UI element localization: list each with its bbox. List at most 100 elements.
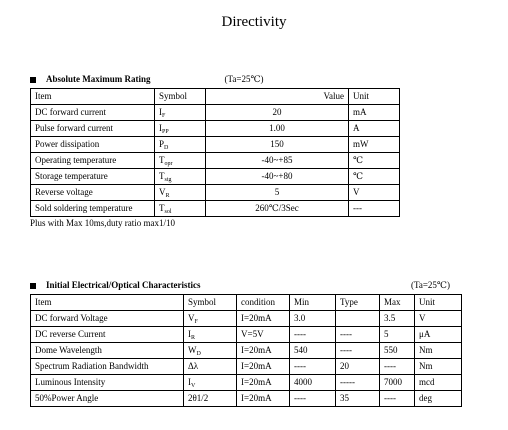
item-cell: Power dissipation (30, 136, 155, 153)
abs-heading-text: Absolute Maximum Rating (46, 74, 151, 84)
bullet-icon (30, 282, 36, 289)
condition-cell: I=20mA (236, 374, 290, 391)
footnote: Plus with Max 10ms,duty ratio max1/10 (30, 218, 175, 228)
table-row: Luminous Intensity IV I=20mA 4000 ----- 7000 m… (30, 374, 462, 391)
unit-cell: μA (414, 326, 462, 343)
table-row: Pulse forward current IPP 1.00 A (30, 120, 400, 137)
header-type: Type (335, 294, 380, 311)
symbol-cell: Tsol (154, 200, 206, 217)
symbol-subscript: F (194, 319, 198, 325)
symbol-text: I (159, 107, 162, 117)
symbol-text: W (188, 345, 197, 355)
value-cell: 5 (205, 184, 349, 201)
elec-heading-text: Initial Electrical/Optical Characteristi… (46, 280, 201, 290)
symbol-cell: VR (154, 184, 206, 201)
table-header-row: Item Symbol Value Unit (30, 88, 400, 105)
symbol-cell: PD (154, 136, 206, 153)
abs-max-table: Item Symbol Value Unit DC forward curren… (30, 88, 400, 217)
min-cell: 3.0 (289, 310, 336, 327)
max-cell: 3.5 (379, 310, 415, 327)
min-cell: 540 (289, 342, 336, 359)
max-cell: ---- (379, 390, 415, 407)
header-unit: Unit (414, 294, 462, 311)
type-cell: 35 (335, 390, 380, 407)
item-cell: Reverse voltage (30, 184, 155, 201)
unit-cell: V (348, 184, 400, 201)
header-unit: Unit (348, 88, 400, 105)
symbol-subscript: PP (162, 129, 169, 135)
value-cell: -40~+85 (205, 152, 349, 169)
symbol-cell: IV (183, 374, 237, 391)
page-title: Directivity (221, 14, 287, 30)
min-cell: ---- (289, 358, 336, 375)
unit-cell: A (348, 120, 400, 137)
min-cell: ---- (289, 390, 336, 407)
unit-cell: ℃ (348, 152, 400, 169)
symbol-subscript: V (191, 383, 196, 389)
unit-cell: deg (414, 390, 462, 407)
header-min: Min (289, 294, 336, 311)
max-cell: ---- (379, 358, 415, 375)
type-cell: ---- (335, 326, 380, 343)
electrical-table: Item Symbol condition Min Type Max Unit … (30, 294, 462, 407)
table-row: DC forward current IF 20 mA (30, 104, 400, 121)
header-value: Value (205, 88, 349, 105)
type-cell (335, 310, 380, 327)
item-cell: DC forward Voltage (30, 310, 184, 327)
table-row: Operating temperature Topr -40~+85 ℃ (30, 152, 400, 169)
symbol-text: P (159, 139, 165, 149)
condition-cell: I=20mA (236, 358, 290, 375)
type-cell: ---- (335, 342, 380, 359)
symbol-text: T (159, 171, 165, 181)
item-cell: Pulse forward current (30, 120, 155, 137)
unit-cell: V (414, 310, 462, 327)
abs-max-heading: Absolute Maximum Rating (Ta=25℃) (30, 74, 264, 85)
unit-cell: ℃ (348, 168, 400, 185)
item-cell: Sold soldering temperature (30, 200, 155, 217)
symbol-subscript: sol (164, 209, 172, 215)
value-cell: 150 (205, 136, 349, 153)
item-cell: DC forward current (30, 104, 155, 121)
table-header-row: Item Symbol condition Min Type Max Unit (30, 294, 462, 311)
header-item: Item (30, 294, 184, 311)
condition-cell: I=20mA (236, 342, 290, 359)
table-row: Sold soldering temperature Tsol 260℃/3Sec -… (30, 200, 400, 217)
symbol-text: I (188, 377, 191, 387)
header-condition: condition (236, 294, 290, 311)
symbol-subscript: D (164, 145, 169, 151)
value-cell: 1.00 (205, 120, 349, 137)
max-cell: 7000 (379, 374, 415, 391)
value-cell: 20 (205, 104, 349, 121)
symbol-text: I (159, 123, 162, 133)
unit-cell: mcd (414, 374, 462, 391)
table-row: Storage temperature Tstg -40~+80 ℃ (30, 168, 400, 185)
condition-cell: V=5V (236, 326, 290, 343)
value-cell: 260℃/3Sec (205, 200, 349, 217)
table-row: Power dissipation PD 150 mW (30, 136, 400, 153)
symbol-subscript: F (162, 113, 166, 119)
max-cell: 550 (379, 342, 415, 359)
symbol-subscript: opr (164, 161, 173, 167)
symbol-cell: VF (183, 310, 237, 327)
bullet-icon (30, 76, 36, 83)
condition-cell: I=20mA (236, 390, 290, 407)
condition-cell: I=20mA (236, 310, 290, 327)
symbol-text: 2θ1/2 (188, 393, 209, 403)
max-cell: 5 (379, 326, 415, 343)
symbol-subscript: D (196, 351, 201, 357)
table-row: 50%Power Angle 2θ1/2 I=20mA ---- 35 ---- deg (30, 390, 462, 407)
item-cell: Storage temperature (30, 168, 155, 185)
value-cell: -40~+80 (205, 168, 349, 185)
unit-cell: Nm (414, 342, 462, 359)
table-row: Reverse voltage VR 5 V (30, 184, 400, 201)
header-symbol: Symbol (183, 294, 237, 311)
symbol-text: I (188, 329, 191, 339)
type-cell: 20 (335, 358, 380, 375)
symbol-subscript: R (191, 335, 196, 341)
item-cell: Luminous Intensity (30, 374, 184, 391)
symbol-cell: IR (183, 326, 237, 343)
header-max: Max (379, 294, 415, 311)
symbol-text: V (159, 187, 166, 197)
item-cell: Dome Wavelength (30, 342, 184, 359)
type-cell: ----- (335, 374, 380, 391)
